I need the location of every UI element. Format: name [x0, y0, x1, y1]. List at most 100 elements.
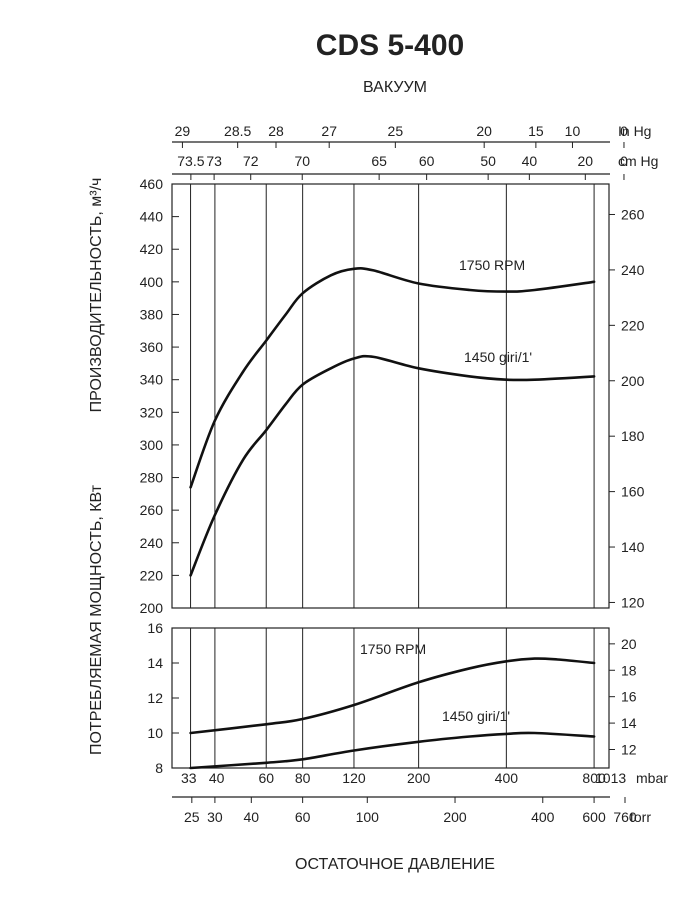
power-right-tick-label-12: 12: [621, 742, 637, 758]
capacity-right-tick-label-140: 140: [621, 539, 645, 555]
cmhg-tick-label-0: 0: [620, 153, 628, 169]
capacity-y-ticks: 200 220 240 260 280 300 320 340 360 380 400 420 440 4…: [140, 176, 179, 616]
power-curve-1750-rpm: [189, 657, 596, 735]
capacity-y-tick-label-280: 280: [140, 470, 164, 486]
capacity-axis-label: ПРОИЗВОДИТЕЛЬНОСТЬ, м³/ч: [88, 178, 105, 413]
mbar-tick-label-80: 80: [295, 770, 311, 786]
torr-tick-label-200: 200: [443, 809, 467, 825]
power-y-tick-label-16: 16: [147, 620, 163, 636]
inhg-tick-label-28-5: 28.5: [224, 123, 251, 139]
capacity-right-tick-label-120: 120: [621, 594, 645, 610]
inhg-tick-label-28: 28: [268, 123, 284, 139]
power-right-tick-label-16: 16: [621, 689, 637, 705]
capacity-y-tick-label-440: 440: [140, 209, 164, 225]
power-series-label-1450: 1450 giri/1': [442, 708, 510, 724]
capacity-right-tick-label-260: 260: [621, 206, 645, 222]
inhg-tick-label-25: 25: [388, 123, 404, 139]
mbar-tick-label-40: 40: [209, 770, 225, 786]
power-right-ticks: 12 14 16 18 20: [609, 636, 637, 758]
power-right-tick-label-18: 18: [621, 662, 637, 678]
power-y-tick-label-14: 14: [147, 655, 163, 671]
power-axis-label: ПОТРЕБЛЯЕМАЯ МОЩНОСТЬ, КВт: [88, 484, 105, 755]
torr-tick-label-100: 100: [356, 809, 380, 825]
torr-tick-label-40: 40: [244, 809, 260, 825]
capacity-y-tick-label-260: 260: [140, 502, 164, 518]
capacity-right-tick-label-200: 200: [621, 373, 645, 389]
power-right-tick-label-20: 20: [621, 636, 637, 652]
power-curve-1450-giri-1: [189, 731, 596, 770]
power-right-tick-label-14: 14: [621, 715, 637, 731]
capacity-y-tick-label-300: 300: [140, 437, 164, 453]
torr-tick-label-30: 30: [207, 809, 223, 825]
inhg-tick-label-20: 20: [476, 123, 492, 139]
capacity-curves: [189, 267, 596, 577]
mbar-tick-label-200: 200: [407, 770, 431, 786]
cmhg-ticks: 73.5 73 72 70 65 60 50 40 20 0: [177, 153, 628, 180]
inhg-tick-label-10: 10: [565, 123, 581, 139]
cmhg-tick-label-72: 72: [243, 153, 259, 169]
mbar-tick-label-60: 60: [258, 770, 274, 786]
capacity-y-tick-label-240: 240: [140, 535, 164, 551]
capacity-panel-frame: [171, 183, 610, 609]
cmhg-tick-label-40: 40: [522, 153, 538, 169]
power-curves: [189, 657, 596, 770]
cmhg-tick-label-20: 20: [578, 153, 594, 169]
cmhg-tick-label-70: 70: [294, 153, 310, 169]
cmhg-tick-label-73: 73: [206, 153, 222, 169]
power-series-label-1750: 1750 RPM: [360, 641, 426, 657]
vacuum-axis-label: ВАКУУМ: [363, 79, 427, 96]
power-grid: [190, 628, 595, 768]
power-y-ticks: 8 10 12 14 16: [147, 620, 179, 776]
residual-pressure-axis-label: ОСТАТОЧНОЕ ДАВЛЕНИЕ: [295, 856, 495, 873]
cmhg-tick-label-50: 50: [480, 153, 496, 169]
mbar-tick-label-33: 33: [181, 770, 197, 786]
mbar-tick-label-1013: 1013: [595, 770, 626, 786]
cmhg-tick-label-73-5: 73.5: [177, 153, 204, 169]
capacity-y-tick-label-360: 360: [140, 339, 164, 355]
power-y-tick-label-8: 8: [155, 760, 163, 776]
power-y-tick-label-12: 12: [147, 690, 163, 706]
chart-title: CDS 5-400: [316, 29, 464, 62]
torr-tick-label-60: 60: [295, 809, 311, 825]
inhg-unit-label: In Hg: [618, 123, 651, 139]
torr-unit-label: torr: [630, 809, 651, 825]
capacity-y-tick-label-460: 460: [140, 176, 164, 192]
capacity-curve-1450-giri-1: [189, 354, 596, 577]
capacity-right-tick-label-160: 160: [621, 484, 645, 500]
inhg-tick-label-0: 0: [620, 123, 628, 139]
mbar-tick-label-120: 120: [342, 770, 366, 786]
mbar-tick-label-400: 400: [495, 770, 519, 786]
capacity-curve-1750-rpm: [189, 267, 596, 489]
torr-tick-label-400: 400: [531, 809, 555, 825]
torr-tick-label-25: 25: [184, 809, 200, 825]
inhg-tick-label-27: 27: [321, 123, 337, 139]
capacity-right-tick-label-180: 180: [621, 428, 645, 444]
capacity-y-tick-label-200: 200: [140, 600, 164, 616]
capacity-y-tick-label-340: 340: [140, 372, 164, 388]
capacity-y-tick-label-400: 400: [140, 274, 164, 290]
cmhg-unit-label: cm Hg: [618, 153, 658, 169]
capacity-y-tick-label-420: 420: [140, 241, 164, 257]
capacity-right-tick-label-220: 220: [621, 317, 645, 333]
capacity-right-ticks: 120 140 160 180 200 220 240 260: [609, 206, 645, 610]
capacity-right-tick-label-240: 240: [621, 262, 645, 278]
cmhg-tick-label-60: 60: [419, 153, 435, 169]
inhg-tick-label-15: 15: [528, 123, 544, 139]
capacity-grid: [190, 184, 595, 608]
power-y-tick-label-10: 10: [147, 725, 163, 741]
mbar-tick-label-800: 800: [582, 770, 606, 786]
torr-tick-label-600: 600: [582, 809, 606, 825]
torr-tick-label-760: 760: [613, 809, 637, 825]
torr-ticks: 25 30 40 60 100 200 400 600 760: [184, 797, 637, 825]
capacity-series-label-1450: 1450 giri/1': [464, 349, 532, 365]
inhg-ticks: 29 28.5 28 27 25 20 15 10 0: [175, 123, 628, 148]
mbar-unit-label: mbar: [636, 770, 668, 786]
cmhg-tick-label-65: 65: [371, 153, 387, 169]
capacity-series-label-1750: 1750 RPM: [459, 257, 525, 273]
capacity-y-tick-label-320: 320: [140, 404, 164, 420]
capacity-y-tick-label-380: 380: [140, 306, 164, 322]
inhg-tick-label-29: 29: [175, 123, 191, 139]
capacity-y-tick-label-220: 220: [140, 567, 164, 583]
